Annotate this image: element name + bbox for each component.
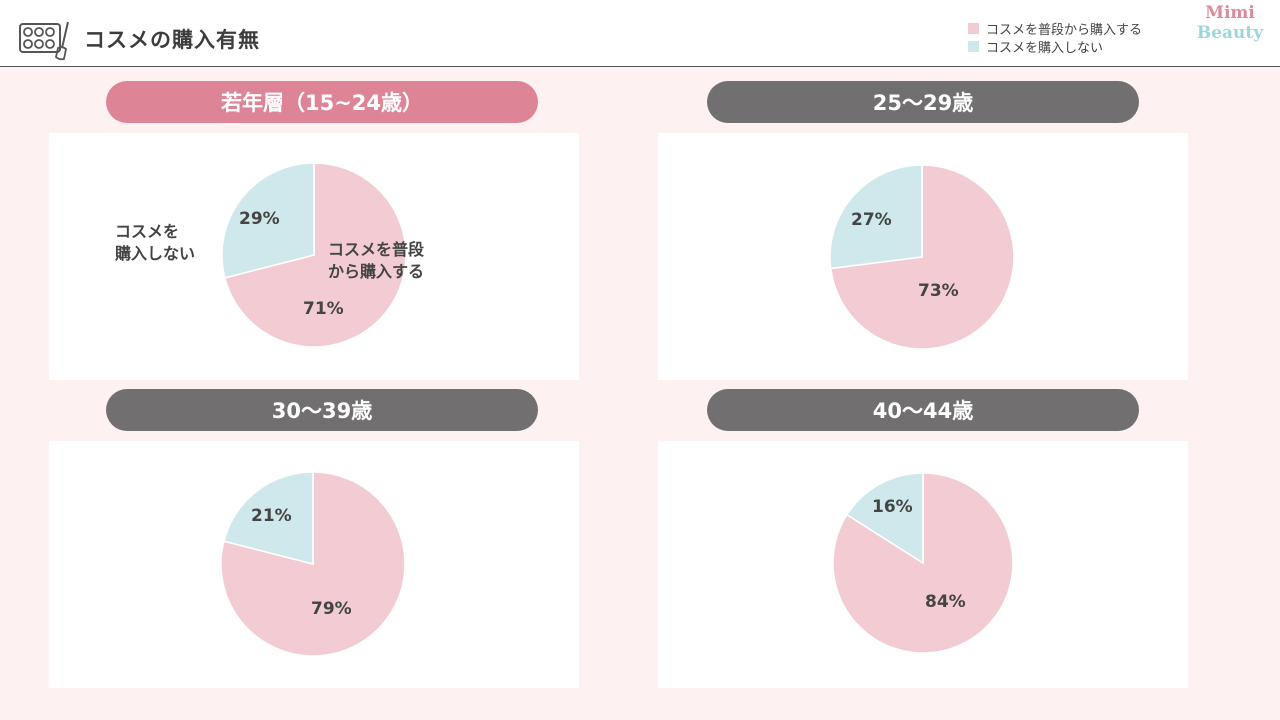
legend-swatch-nobuy <box>968 40 979 52</box>
pie-chart-youth <box>221 162 407 348</box>
chart-title-40-44: 40〜44歳 <box>707 389 1139 431</box>
pie-panel-30-39: 79% 21% <box>49 441 579 688</box>
chart-title-youth: 若年層（15~24歳） <box>106 81 538 123</box>
makeup-palette-icon <box>19 21 69 61</box>
callout-buy: コスメを普段 から購入する <box>328 240 425 281</box>
slice-label-buy: 71% <box>303 299 344 319</box>
pie-slice-nobuy <box>221 162 315 279</box>
pie-slice-buy <box>220 471 406 657</box>
pie-slice-nobuy <box>845 472 924 565</box>
header: コスメの購入有無 コスメを普段から購入する コスメを購入しない Mimi Bea… <box>0 0 1280 67</box>
legend-label-buy: コスメを普段から購入する <box>986 22 1143 38</box>
logo-line-2: Beauty <box>1196 23 1264 43</box>
pie-panel-youth: 71% 29% コスメを 購入しない コスメを普段 から購入する <box>49 133 579 380</box>
legend: コスメを普段から購入する コスメを購入しない <box>968 19 1143 56</box>
slice-label-nobuy: 27% <box>851 210 892 230</box>
callout-nobuy: コスメを 購入しない <box>115 222 196 263</box>
pie-panel-25-29: 73% 27% <box>658 133 1188 380</box>
pie-panel-40-44: 84% 16% <box>658 441 1188 688</box>
slice-label-buy: 73% <box>918 281 959 301</box>
legend-item-buy: コスメを普段から購入する <box>968 19 1143 38</box>
pie-chart-25-29 <box>829 164 1015 350</box>
pie-slice-buy <box>223 162 407 348</box>
slice-label-nobuy: 21% <box>251 506 292 526</box>
slice-label-buy: 84% <box>925 592 966 612</box>
pie-slice-nobuy <box>829 164 923 270</box>
slice-label-nobuy: 29% <box>239 209 280 229</box>
slice-label-buy: 79% <box>311 599 352 619</box>
legend-item-nobuy: コスメを購入しない <box>968 37 1142 56</box>
pie-slice-nobuy <box>222 471 314 565</box>
legend-label-nobuy: コスメを購入しない <box>986 40 1104 56</box>
legend-swatch-buy <box>968 22 979 34</box>
logo-line-1: Mimi <box>1205 3 1255 23</box>
page-title: コスメの購入有無 <box>84 28 260 52</box>
pie-chart-40-44 <box>832 472 1014 654</box>
brand-logo: Mimi Beauty <box>1188 3 1272 43</box>
slice-label-nobuy: 16% <box>872 497 913 517</box>
chart-title-25-29: 25〜29歳 <box>707 81 1139 123</box>
chart-title-30-39: 30〜39歳 <box>106 389 538 431</box>
pie-chart-30-39 <box>220 471 406 657</box>
